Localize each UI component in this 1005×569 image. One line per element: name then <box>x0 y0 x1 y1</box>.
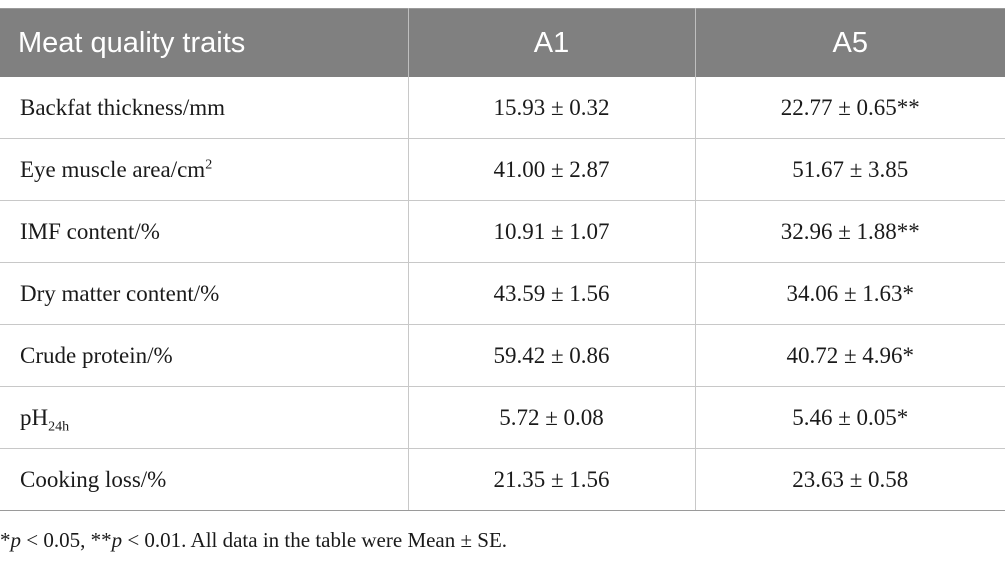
trait-cell: Backfat thickness/mm <box>0 77 409 139</box>
header-trait: Meat quality traits <box>0 8 409 77</box>
a5-cell: 5.46 ± 0.05* <box>695 386 1005 449</box>
trait-label: Crude protein/% <box>20 342 173 368</box>
footnote-text-2: < 0.01. All data in the table were Mean … <box>122 528 508 552</box>
trait-label: pH <box>20 404 49 430</box>
table-footnote: *p < 0.05, **p < 0.01. All data in the t… <box>0 528 507 553</box>
a5-cell: 51.67 ± 3.85 <box>695 138 1005 201</box>
a1-cell: 5.72 ± 0.08 <box>408 386 696 449</box>
a5-cell: 40.72 ± 4.96* <box>695 324 1005 387</box>
table-body: Backfat thickness/mm 15.93 ± 0.32 22.77 … <box>0 77 1005 511</box>
trait-cell: Dry matter content/% <box>0 262 409 325</box>
trait-cell: Eye muscle area/cm2 <box>0 138 409 201</box>
table-row: IMF content/% 10.91 ± 1.07 32.96 ± 1.88*… <box>0 200 1005 263</box>
a5-cell: 34.06 ± 1.63* <box>695 262 1005 325</box>
trait-cell: IMF content/% <box>0 200 409 263</box>
trait-cell: Crude protein/% <box>0 324 409 387</box>
trait-subscript: 24h <box>48 419 70 435</box>
a1-cell: 21.35 ± 1.56 <box>408 448 696 511</box>
footnote-p-italic: p <box>111 528 123 552</box>
table-row: Backfat thickness/mm 15.93 ± 0.32 22.77 … <box>0 77 1005 139</box>
table-row: Crude protein/% 59.42 ± 0.86 40.72 ± 4.9… <box>0 324 1005 387</box>
header-a1: A1 <box>408 8 696 77</box>
trait-superscript: 2 <box>205 156 213 172</box>
a1-cell: 10.91 ± 1.07 <box>408 200 696 263</box>
table-row: Dry matter content/% 43.59 ± 1.56 34.06 … <box>0 262 1005 325</box>
a1-cell: 15.93 ± 0.32 <box>408 77 696 139</box>
table-row: pH24h 5.72 ± 0.08 5.46 ± 0.05* <box>0 386 1005 449</box>
data-table-container: Meat quality traits A1 A5 Backfat thickn… <box>0 8 1005 511</box>
a5-cell: 22.77 ± 0.65** <box>695 77 1005 139</box>
a1-cell: 59.42 ± 0.86 <box>408 324 696 387</box>
a5-cell: 32.96 ± 1.88** <box>695 200 1005 263</box>
table-header: Meat quality traits A1 A5 <box>0 8 1005 77</box>
trait-cell: pH24h <box>0 386 409 449</box>
a1-cell: 43.59 ± 1.56 <box>408 262 696 325</box>
trait-label: Backfat thickness/mm <box>20 94 226 120</box>
header-row: Meat quality traits A1 A5 <box>0 8 1005 77</box>
trait-label: Cooking loss/% <box>20 466 167 492</box>
meat-quality-table: Meat quality traits A1 A5 Backfat thickn… <box>0 8 1005 511</box>
a5-cell: 23.63 ± 0.58 <box>695 448 1005 511</box>
table-row: Cooking loss/% 21.35 ± 1.56 23.63 ± 0.58 <box>0 448 1005 511</box>
trait-label: Eye muscle area/cm <box>20 156 206 182</box>
header-a5: A5 <box>695 8 1005 77</box>
table-row: Eye muscle area/cm2 41.00 ± 2.87 51.67 ±… <box>0 138 1005 201</box>
a1-cell: 41.00 ± 2.87 <box>408 138 696 201</box>
footnote-star: * <box>0 528 11 552</box>
footnote-p-italic: p <box>10 528 22 552</box>
trait-label: Dry matter content/% <box>20 280 220 306</box>
trait-label: IMF content/% <box>20 218 160 244</box>
footnote-text-1: < 0.05, ** <box>21 528 112 552</box>
trait-cell: Cooking loss/% <box>0 448 409 511</box>
